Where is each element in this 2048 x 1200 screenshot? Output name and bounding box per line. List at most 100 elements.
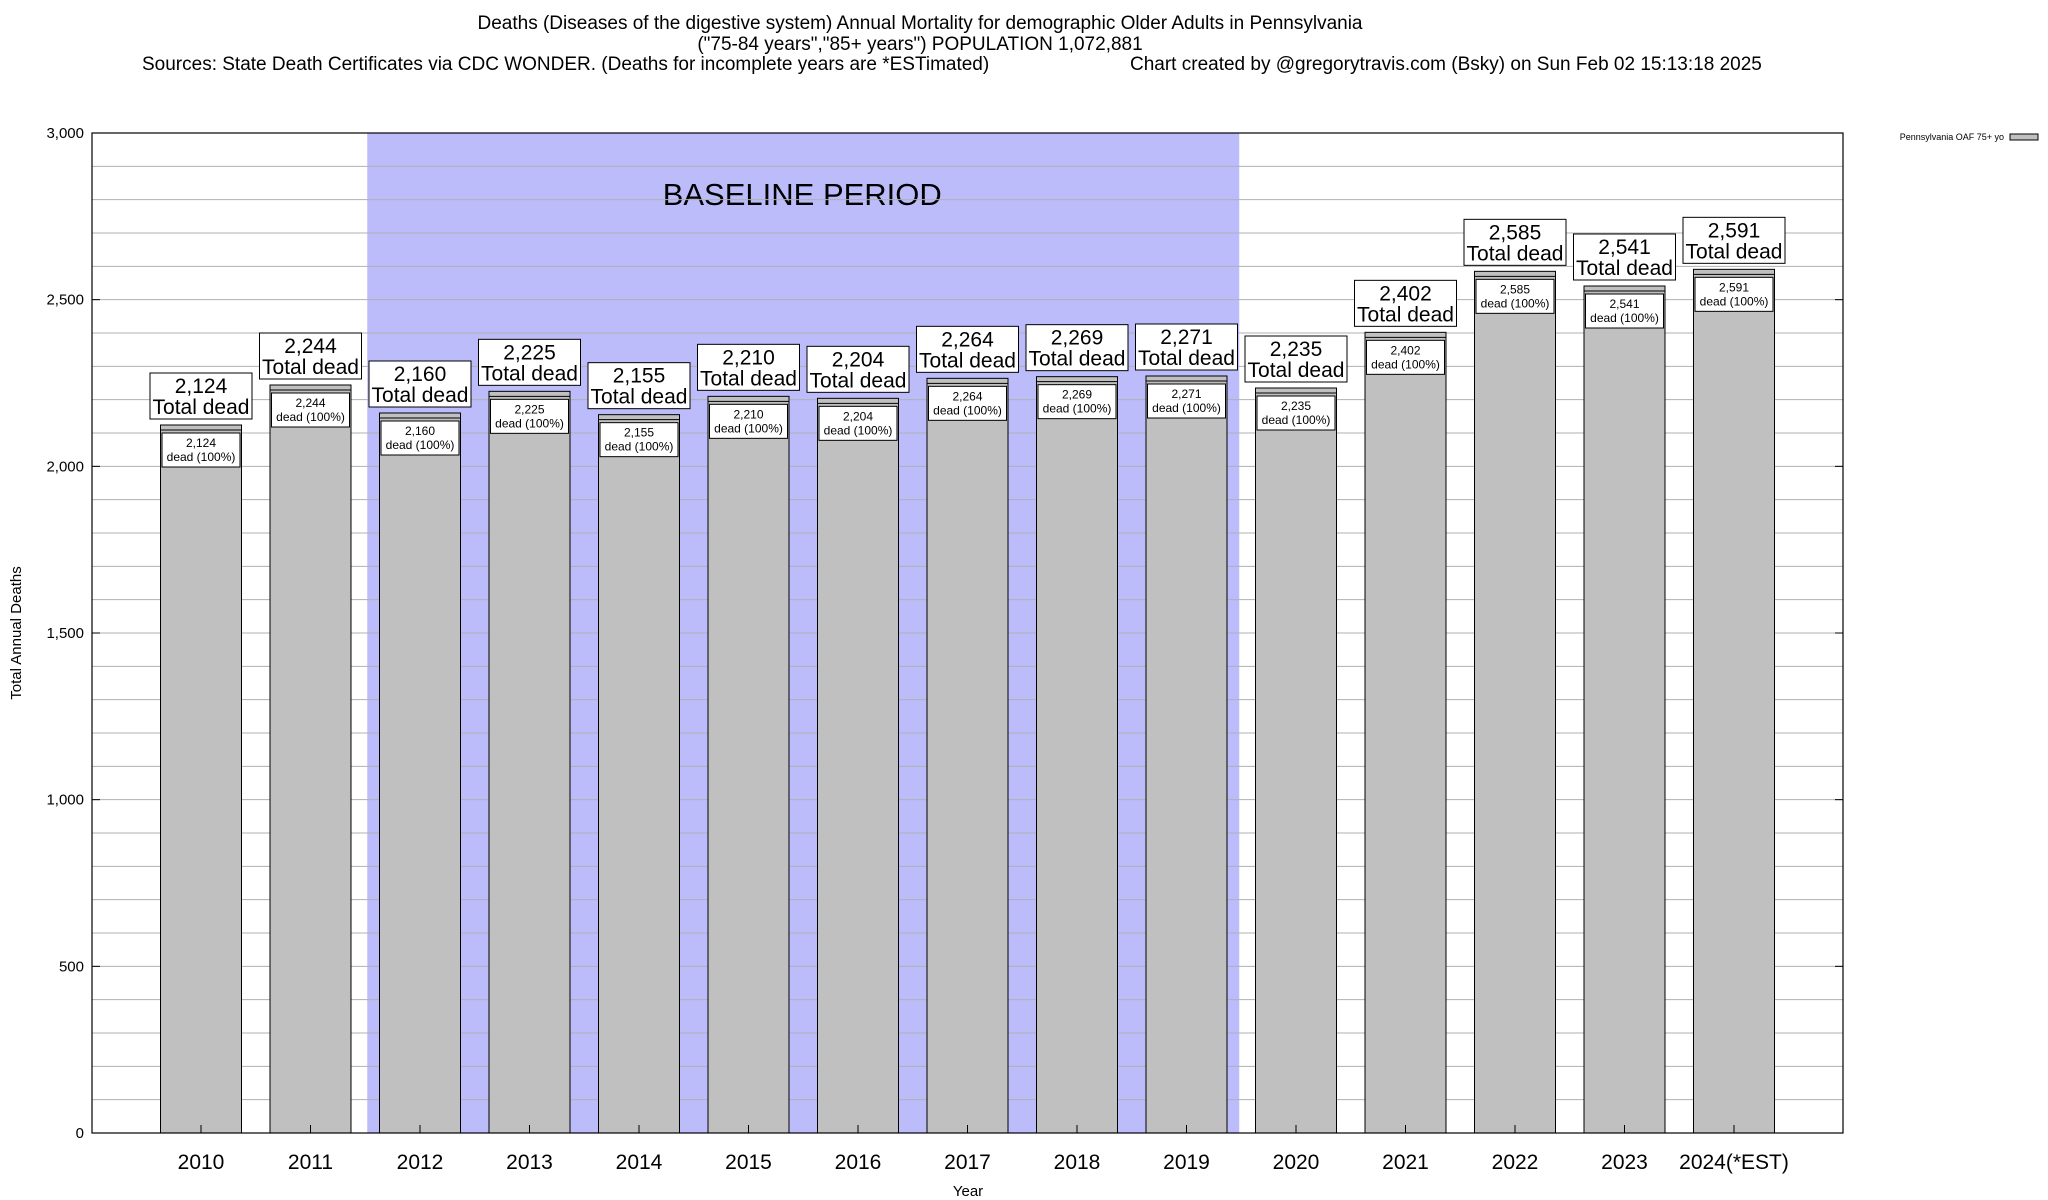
chart-title-line1: Deaths (Diseases of the digestive system… [477,13,1363,34]
total-label-box [1244,335,1348,383]
y-tick-label: 3,000 [46,125,84,142]
inner-label-box [1366,339,1445,375]
y-tick-label: 1,500 [46,625,84,642]
x-tick-label: 2010 [178,1151,225,1174]
inner-label-box [161,432,241,468]
total-value-label: 2,225 [503,341,556,364]
total-dead-label: Total dead [481,362,578,385]
inner-value-label: 2,541 [1609,297,1639,311]
bar [707,395,790,1134]
inner-label-box [928,385,1007,421]
inner-percent-label: dead (100%) [824,423,893,437]
total-label-box [478,338,581,386]
chart-sources: Sources: State Death Certificates via CD… [142,54,990,75]
inner-percent-label: dead (100%) [167,450,236,464]
total-dead-label: Total dead [372,384,469,407]
inner-label-box [1147,383,1226,419]
inner-value-label: 2,271 [1171,387,1201,401]
inner-value-label: 2,210 [733,407,763,421]
x-tick-label: 2019 [1163,1151,1210,1174]
bar [598,414,680,1134]
chart-credit: Chart created by @gregorytravis.com (Bsk… [1130,54,1762,75]
total-value-label: 2,591 [1708,219,1761,242]
inner-percent-label: dead (100%) [933,403,1002,417]
bar [1145,375,1228,1134]
total-value-label: 2,402 [1379,282,1432,305]
total-label-box [259,332,362,380]
x-tick-label: 2024(*EST) [1679,1151,1789,1174]
x-tick-label: 2020 [1273,1151,1320,1174]
total-dead-label: Total dead [700,367,797,390]
x-tick-label: 2014 [616,1151,663,1174]
bar [488,390,571,1134]
bar [1583,285,1666,1134]
inner-value-label: 2,124 [186,436,216,450]
bar [1255,387,1337,1134]
inner-value-label: 2,264 [952,389,982,403]
total-value-label: 2,585 [1489,221,1542,244]
total-value-label: 2,235 [1270,338,1323,361]
total-dead-label: Total dead [1467,242,1564,265]
inner-percent-label: dead (100%) [276,410,345,424]
inner-value-label: 2,225 [514,402,544,416]
y-axis-title: Total Annual Deaths [8,566,25,699]
total-label-box [1573,233,1676,281]
x-tick-label: 2012 [397,1151,444,1174]
bar [1474,270,1556,1134]
inner-label-box [1256,395,1336,431]
inner-percent-label: dead (100%) [1043,402,1112,416]
y-tick-label: 0 [76,1125,84,1142]
inner-percent-label: dead (100%) [1481,296,1550,310]
y-tick-label: 1,000 [46,792,84,809]
inner-percent-label: dead (100%) [386,438,455,452]
inner-label-box [380,420,460,456]
inner-value-label: 2,204 [843,409,873,423]
bar [269,384,352,1134]
total-dead-label: Total dead [919,349,1016,372]
total-dead-label: Total dead [1029,348,1126,371]
total-value-label: 2,269 [1051,327,1104,350]
total-value-label: 2,210 [722,346,775,369]
inner-value-label: 2,585 [1500,282,1530,296]
inner-percent-label: dead (100%) [495,416,564,430]
bar [1364,331,1447,1134]
total-dead-label: Total dead [1686,240,1783,263]
total-label-box [1135,323,1238,371]
baseline-period-label: BASELINE PERIOD [663,177,942,212]
y-tick-label: 500 [59,958,84,975]
bar [817,397,899,1134]
total-dead-label: Total dead [1357,303,1454,326]
inner-label-box [1037,384,1117,420]
inner-value-label: 2,402 [1390,343,1420,357]
x-tick-label: 2016 [835,1151,882,1174]
inner-label-box [1475,278,1555,314]
total-label-box [1682,216,1786,264]
total-value-label: 2,204 [832,348,885,371]
total-label-box [149,372,253,420]
x-tick-label: 2022 [1492,1151,1539,1174]
inner-percent-label: dead (100%) [1590,311,1659,325]
inner-label-box [490,398,569,434]
inner-percent-label: dead (100%) [1262,413,1331,427]
total-label-box [368,360,472,408]
legend-label: Pennsylvania OAF 75+ yo [1900,132,2004,142]
x-tick-label: 2023 [1601,1151,1648,1174]
total-dead-label: Total dead [1138,347,1235,370]
total-value-label: 2,155 [613,365,666,388]
total-dead-label: Total dead [1576,257,1673,280]
inner-value-label: 2,269 [1062,388,1092,402]
x-tick-label: 2013 [506,1151,553,1174]
total-label-box [1025,324,1129,372]
legend-swatch [2009,133,2039,141]
total-value-label: 2,271 [1160,326,1213,349]
inner-label-box [599,422,679,458]
x-tick-label: 2015 [725,1151,772,1174]
total-label-box [587,362,691,410]
bar [926,377,1009,1134]
bar [379,412,461,1134]
total-value-label: 2,541 [1598,236,1651,259]
inner-label-box [271,392,350,428]
inner-label-box [1585,293,1664,329]
inner-value-label: 2,591 [1719,280,1749,294]
